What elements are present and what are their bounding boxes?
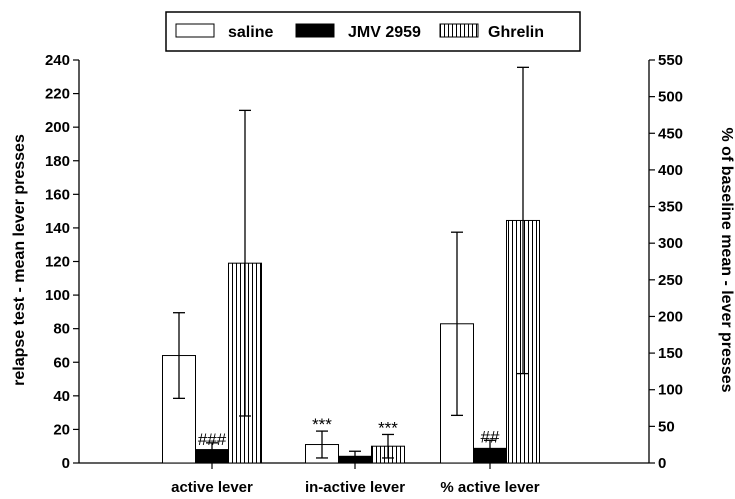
y-tick-label-left: 40 (53, 388, 70, 405)
y-tick-label-left: 0 (62, 455, 70, 472)
legend-label-ghrelin: Ghrelin (488, 24, 544, 41)
y-axis-title-left: relapse test - mean lever presses (11, 134, 28, 386)
significance-annotation: ### (198, 430, 227, 449)
legend: saline JMV 2959 Ghrelin (165, 11, 581, 52)
y-tick-label-right: 450 (658, 125, 683, 142)
y-tick-label-right: 250 (658, 272, 683, 289)
y-tick-label-left: 220 (45, 86, 70, 103)
legend-label-jmv2959: JMV 2959 (348, 24, 421, 41)
y-axis-title-right: % of baseline mean - lever presses (718, 127, 735, 392)
legend-label-saline: saline (228, 24, 273, 41)
y-tick-label-left: 80 (53, 321, 70, 338)
y-tick-label-right: 0 (658, 455, 666, 472)
significance-annotation: *** (378, 418, 398, 437)
y-tick-label-left: 120 (45, 254, 70, 271)
x-category-label: active lever (171, 479, 253, 496)
y-tick-label-right: 400 (658, 162, 683, 179)
y-tick-label-right: 300 (658, 235, 683, 252)
x-category-label: % active lever (440, 479, 539, 496)
y-tick-label-right: 200 (658, 308, 683, 325)
legend-swatch-saline (175, 23, 215, 38)
axes: 0 20 40 60 80 100 120 140 160 180 200 220 240 0 50 100 1… (45, 52, 683, 496)
error-bars (173, 66, 529, 462)
legend-swatch-ghrelin (439, 23, 479, 38)
y-tick-label-left: 100 (45, 287, 70, 304)
y-tick-label-right: 350 (658, 199, 683, 216)
y-tick-label-left: 200 (45, 119, 70, 136)
y-tick-label-right: 150 (658, 345, 683, 362)
y-tick-label-left: 140 (45, 220, 70, 237)
y-tick-label-left: 60 (53, 354, 70, 371)
y-tick-label-right: 50 (658, 418, 675, 435)
y-tick-label-left: 20 (53, 421, 70, 438)
x-category-label: in-active lever (305, 479, 405, 496)
annotations: ### *** *** ## (198, 415, 500, 449)
legend-swatch-jmv2959 (295, 23, 335, 38)
legend-box (165, 11, 581, 52)
significance-annotation: *** (312, 415, 332, 434)
y-tick-label-right: 100 (658, 382, 683, 399)
y-tick-label-left: 180 (45, 153, 70, 170)
significance-annotation: ## (481, 427, 500, 446)
y-tick-label-left: 160 (45, 186, 70, 203)
y-tick-label-right: 550 (658, 52, 683, 69)
y-tick-label-left: 240 (45, 52, 70, 69)
y-tick-label-right: 500 (658, 89, 683, 106)
